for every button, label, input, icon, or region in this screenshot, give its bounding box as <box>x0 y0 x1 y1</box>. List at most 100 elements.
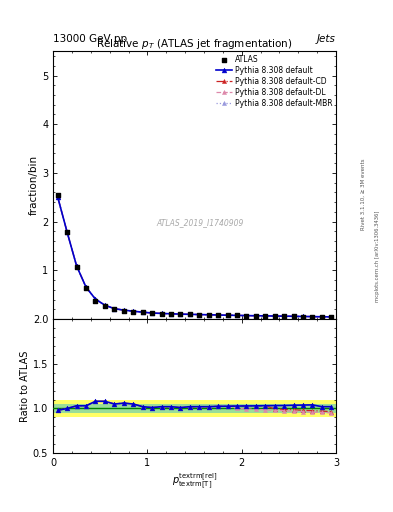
Pythia 8.308 default-CD <box>103 302 107 308</box>
Pythia 8.308 default-CD <box>178 311 183 317</box>
Pythia 8.308 default-MBR <box>178 311 183 317</box>
Pythia 8.308 default-MBR <box>291 313 296 319</box>
ATLAS <box>55 191 61 199</box>
Title: Relative $p_{T}$ (ATLAS jet fragmentation): Relative $p_{T}$ (ATLAS jet fragmentatio… <box>96 37 293 51</box>
Pythia 8.308 default-DL <box>103 302 107 308</box>
Pythia 8.308 default <box>244 312 249 318</box>
Pythia 8.308 default-MBR <box>235 312 239 318</box>
ATLAS <box>234 311 240 319</box>
Pythia 8.308 default-CD <box>329 314 334 320</box>
ATLAS <box>253 312 259 320</box>
Pythia 8.308 default-MBR <box>103 302 107 308</box>
ATLAS <box>328 313 334 321</box>
Pythia 8.308 default-MBR <box>112 306 117 312</box>
Pythia 8.308 default-CD <box>310 313 315 319</box>
Pythia 8.308 default-DL <box>159 310 164 316</box>
Pythia 8.308 default-DL <box>329 314 334 320</box>
Pythia 8.308 default <box>263 313 268 319</box>
Pythia 8.308 default-DL <box>301 313 305 319</box>
Pythia 8.308 default-DL <box>282 313 286 319</box>
ATLAS <box>281 312 287 321</box>
Pythia 8.308 default-CD <box>55 194 60 200</box>
Pythia 8.308 default-CD <box>150 310 154 316</box>
Pythia 8.308 default-MBR <box>169 311 173 317</box>
Pythia 8.308 default <box>74 263 79 269</box>
Pythia 8.308 default-DL <box>310 313 315 319</box>
Text: mcplots.cern.ch [arXiv:1306.3436]: mcplots.cern.ch [arXiv:1306.3436] <box>375 210 380 302</box>
Pythia 8.308 default-MBR <box>84 284 88 290</box>
Bar <box>53 404 336 413</box>
Pythia 8.308 default <box>84 284 88 290</box>
Pythia 8.308 default <box>140 309 145 315</box>
Pythia 8.308 default-DL <box>140 309 145 315</box>
Pythia 8.308 default-MBR <box>244 312 249 318</box>
X-axis label: $p_{\rm textrm[T]}^{\rm textrm[rel]}$: $p_{\rm textrm[T]}^{\rm textrm[rel]}$ <box>172 471 217 490</box>
Pythia 8.308 default-DL <box>187 311 192 317</box>
Pythia 8.308 default-MBR <box>253 313 258 319</box>
Pythia 8.308 default <box>159 310 164 316</box>
ATLAS <box>102 302 108 310</box>
Pythia 8.308 default <box>216 312 220 318</box>
Pythia 8.308 default-MBR <box>140 309 145 315</box>
Pythia 8.308 default <box>320 314 324 320</box>
ATLAS <box>168 310 174 318</box>
ATLAS <box>158 309 165 317</box>
ATLAS <box>290 312 297 321</box>
Pythia 8.308 default <box>310 313 315 319</box>
Pythia 8.308 default <box>197 311 202 317</box>
Pythia 8.308 default-MBR <box>187 311 192 317</box>
Pythia 8.308 default-CD <box>140 309 145 315</box>
Pythia 8.308 default-MBR <box>74 263 79 269</box>
Pythia 8.308 default-MBR <box>206 312 211 318</box>
Legend: ATLAS, Pythia 8.308 default, Pythia 8.308 default-CD, Pythia 8.308 default-DL, P: ATLAS, Pythia 8.308 default, Pythia 8.30… <box>215 53 334 109</box>
Pythia 8.308 default-MBR <box>55 194 60 200</box>
Pythia 8.308 default <box>112 306 117 312</box>
Bar <box>53 399 336 417</box>
Pythia 8.308 default-DL <box>112 306 117 312</box>
Pythia 8.308 default-MBR <box>320 314 324 320</box>
Pythia 8.308 default-CD <box>112 306 117 312</box>
Pythia 8.308 default-CD <box>216 312 220 318</box>
Pythia 8.308 default <box>301 313 305 319</box>
Pythia 8.308 default-MBR <box>329 314 334 320</box>
Pythia 8.308 default-CD <box>169 311 173 317</box>
Pythia 8.308 default <box>206 312 211 318</box>
Text: Jets: Jets <box>317 33 336 44</box>
Pythia 8.308 default <box>235 312 239 318</box>
Pythia 8.308 default <box>150 310 154 316</box>
Pythia 8.308 default-DL <box>84 284 88 290</box>
Pythia 8.308 default <box>103 302 107 308</box>
Pythia 8.308 default-MBR <box>65 229 70 236</box>
ATLAS <box>243 312 250 320</box>
ATLAS <box>111 305 118 313</box>
Pythia 8.308 default-DL <box>55 194 60 200</box>
Pythia 8.308 default-MBR <box>216 312 220 318</box>
Pythia 8.308 default <box>291 313 296 319</box>
Pythia 8.308 default-DL <box>93 296 98 302</box>
ATLAS <box>309 313 316 321</box>
Pythia 8.308 default-CD <box>272 313 277 319</box>
Pythia 8.308 default <box>65 229 70 236</box>
Pythia 8.308 default <box>225 312 230 318</box>
Pythia 8.308 default-MBR <box>150 310 154 316</box>
Pythia 8.308 default-MBR <box>159 310 164 316</box>
Pythia 8.308 default-CD <box>291 313 296 319</box>
Pythia 8.308 default-DL <box>178 311 183 317</box>
Pythia 8.308 default-CD <box>253 313 258 319</box>
Text: 13000 GeV pp: 13000 GeV pp <box>53 33 127 44</box>
Pythia 8.308 default-CD <box>159 310 164 316</box>
Pythia 8.308 default-MBR <box>93 296 98 302</box>
Y-axis label: fraction/bin: fraction/bin <box>29 155 39 215</box>
ATLAS <box>300 312 306 321</box>
Pythia 8.308 default-CD <box>84 284 88 290</box>
ATLAS <box>224 311 231 319</box>
Pythia 8.308 default <box>187 311 192 317</box>
Pythia 8.308 default <box>272 313 277 319</box>
Pythia 8.308 default-DL <box>272 313 277 319</box>
ATLAS <box>187 310 193 318</box>
Pythia 8.308 default <box>55 194 60 200</box>
Pythia 8.308 default-DL <box>253 313 258 319</box>
Pythia 8.308 default-MBR <box>225 312 230 318</box>
Pythia 8.308 default-MBR <box>263 313 268 319</box>
Pythia 8.308 default-MBR <box>272 313 277 319</box>
